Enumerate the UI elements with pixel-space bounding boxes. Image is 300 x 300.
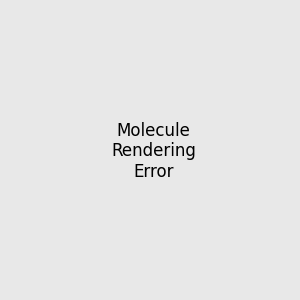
Text: Molecule
Rendering
Error: Molecule Rendering Error bbox=[111, 122, 196, 181]
